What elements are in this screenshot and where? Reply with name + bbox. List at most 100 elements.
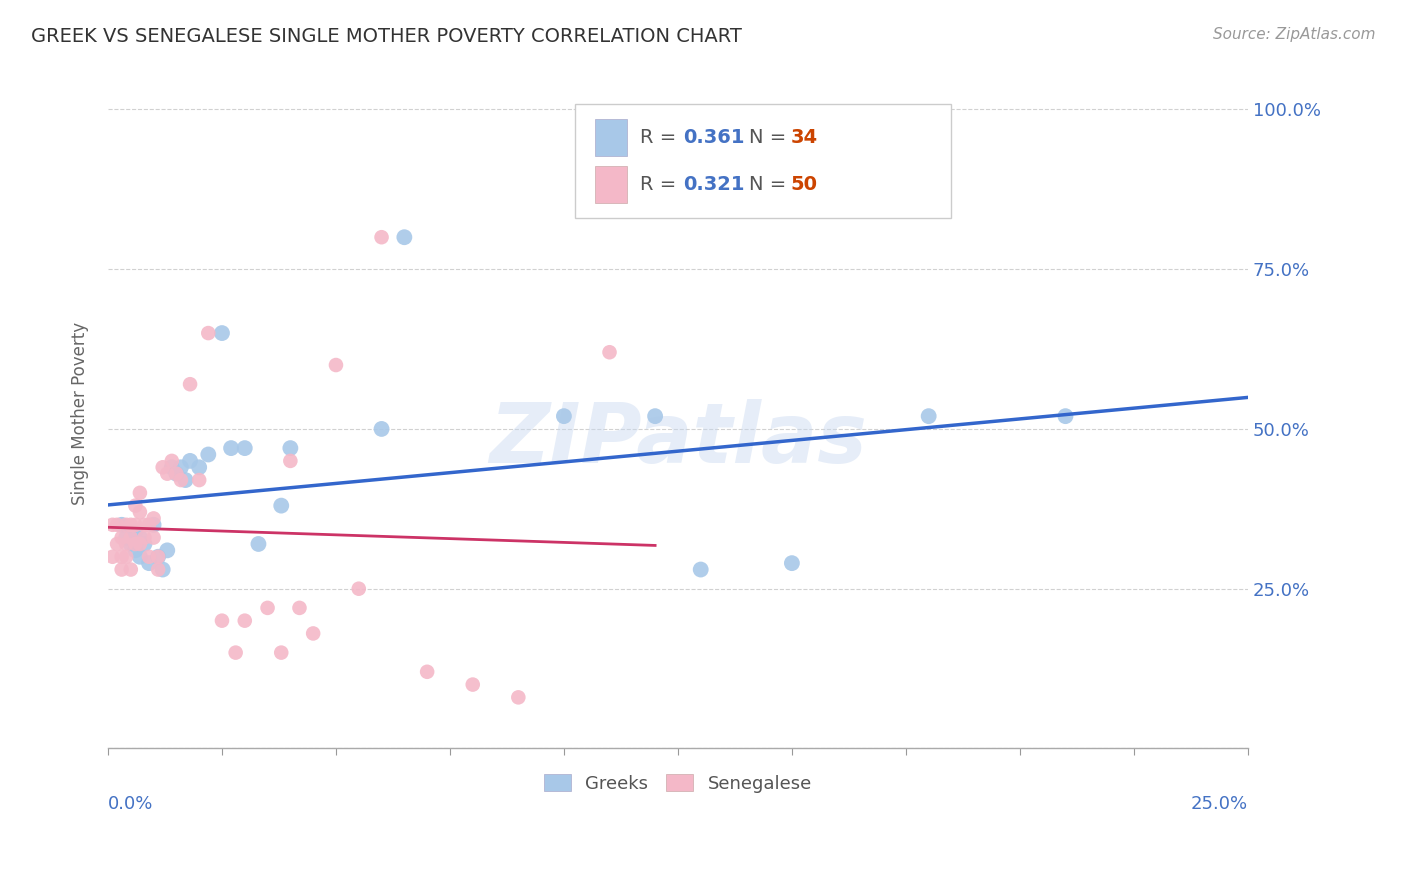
Point xyxy=(105,517,128,532)
Point xyxy=(394,230,416,244)
Point xyxy=(115,517,138,532)
Point xyxy=(170,460,193,475)
Text: 50: 50 xyxy=(790,176,818,194)
Point xyxy=(174,473,197,487)
Point xyxy=(156,467,179,481)
Point xyxy=(146,549,169,564)
Point xyxy=(233,614,256,628)
Text: 0.361: 0.361 xyxy=(683,128,745,147)
FancyBboxPatch shape xyxy=(595,167,627,203)
Point xyxy=(115,537,138,551)
Point xyxy=(134,531,156,545)
Point xyxy=(197,448,219,462)
FancyBboxPatch shape xyxy=(595,120,627,156)
Point xyxy=(599,345,621,359)
Point xyxy=(115,531,138,545)
Point xyxy=(780,556,803,570)
Point xyxy=(124,499,146,513)
Point xyxy=(461,677,484,691)
Point xyxy=(325,358,347,372)
Point xyxy=(165,467,187,481)
Point xyxy=(134,517,156,532)
Point xyxy=(124,537,146,551)
Point xyxy=(302,626,325,640)
Point xyxy=(152,460,174,475)
Point xyxy=(152,562,174,576)
Point xyxy=(120,562,142,576)
Point xyxy=(146,549,169,564)
Point xyxy=(211,326,233,340)
Point xyxy=(247,537,270,551)
Point xyxy=(370,230,392,244)
Text: R =: R = xyxy=(640,128,683,147)
Point xyxy=(160,460,183,475)
Text: N =: N = xyxy=(748,128,792,147)
Point xyxy=(197,326,219,340)
Point xyxy=(270,499,292,513)
Text: 34: 34 xyxy=(790,128,818,147)
Point xyxy=(101,517,124,532)
Point xyxy=(111,517,134,532)
Text: Source: ZipAtlas.com: Source: ZipAtlas.com xyxy=(1212,27,1375,42)
Point xyxy=(280,454,302,468)
Point xyxy=(124,543,146,558)
Point xyxy=(129,505,152,519)
Point xyxy=(689,562,711,576)
Y-axis label: Single Mother Poverty: Single Mother Poverty xyxy=(72,321,89,505)
Point xyxy=(188,460,211,475)
Point xyxy=(142,517,165,532)
Point xyxy=(111,531,134,545)
Point xyxy=(179,454,201,468)
Point xyxy=(225,646,247,660)
Point xyxy=(211,614,233,628)
Point xyxy=(146,562,169,576)
Point xyxy=(179,377,201,392)
Point xyxy=(156,543,179,558)
Point xyxy=(120,537,142,551)
Point xyxy=(111,562,134,576)
Point xyxy=(256,600,278,615)
Point xyxy=(219,441,242,455)
Point xyxy=(129,549,152,564)
Point xyxy=(142,531,165,545)
Point xyxy=(165,467,187,481)
Point xyxy=(134,537,156,551)
Point xyxy=(120,517,142,532)
Point xyxy=(416,665,439,679)
Point xyxy=(138,549,160,564)
Point xyxy=(288,600,311,615)
Point xyxy=(142,511,165,525)
Point xyxy=(129,531,152,545)
Point xyxy=(553,409,575,424)
Point xyxy=(111,549,134,564)
Point xyxy=(129,486,152,500)
Point xyxy=(1054,409,1077,424)
Point xyxy=(115,549,138,564)
Point xyxy=(188,473,211,487)
FancyBboxPatch shape xyxy=(575,104,952,219)
Point xyxy=(138,556,160,570)
Point xyxy=(280,441,302,455)
Point xyxy=(160,454,183,468)
Point xyxy=(370,422,392,436)
Text: N =: N = xyxy=(748,176,792,194)
Text: GREEK VS SENEGALESE SINGLE MOTHER POVERTY CORRELATION CHART: GREEK VS SENEGALESE SINGLE MOTHER POVERT… xyxy=(31,27,742,45)
Text: R =: R = xyxy=(640,176,683,194)
Point xyxy=(347,582,370,596)
Point xyxy=(508,690,530,705)
Point xyxy=(918,409,941,424)
Point xyxy=(270,646,292,660)
Point xyxy=(101,549,124,564)
Point xyxy=(124,517,146,532)
Text: 25.0%: 25.0% xyxy=(1191,796,1249,814)
Point xyxy=(105,537,128,551)
Point xyxy=(124,524,146,539)
Text: 0.0%: 0.0% xyxy=(108,796,153,814)
Point xyxy=(233,441,256,455)
Text: ZIPatlas: ZIPatlas xyxy=(489,400,868,480)
Point xyxy=(129,537,152,551)
Point xyxy=(138,517,160,532)
Text: 0.321: 0.321 xyxy=(683,176,745,194)
Point xyxy=(120,531,142,545)
Point xyxy=(170,473,193,487)
